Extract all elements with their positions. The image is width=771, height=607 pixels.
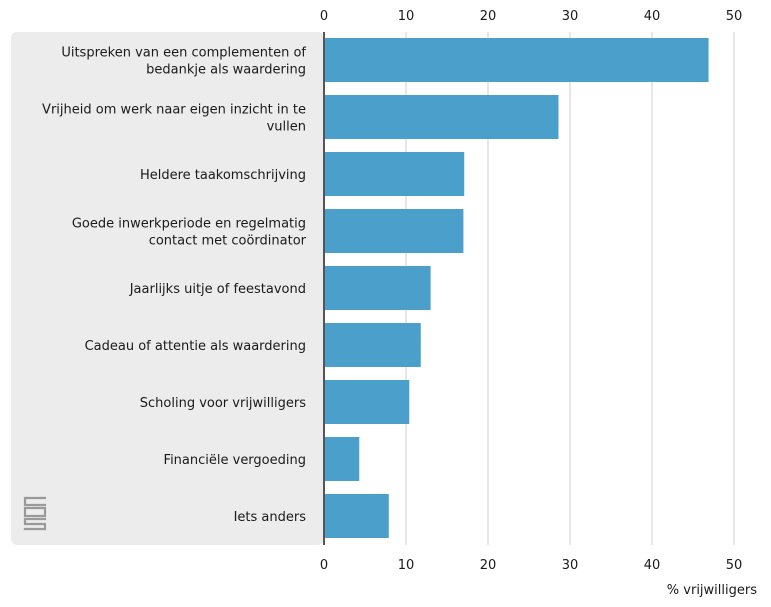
bar xyxy=(324,38,709,82)
bar xyxy=(324,95,559,139)
x-tick-label-bottom: 50 xyxy=(726,558,743,573)
category-label: Scholing voor vrijwilligers xyxy=(140,396,306,411)
x-tick-label-bottom: 10 xyxy=(398,558,415,573)
category-label: Financiële vergoeding xyxy=(164,453,306,468)
x-tick-label-top: 20 xyxy=(480,9,497,24)
x-tick-label-top: 10 xyxy=(398,9,415,24)
x-tick-label-top: 30 xyxy=(562,9,579,24)
x-tick-label-top: 50 xyxy=(726,9,743,24)
x-tick-label-bottom: 0 xyxy=(320,558,328,573)
category-panel xyxy=(11,32,324,545)
x-tick-label-top: 40 xyxy=(644,9,661,24)
category-label: Heldere taakomschrijving xyxy=(140,168,306,183)
bar xyxy=(324,266,431,310)
cbs-logo-icon xyxy=(23,496,47,531)
category-label: Vrijheid om werk naar eigen inzicht in t… xyxy=(42,103,306,135)
bar xyxy=(324,380,410,424)
category-label: Iets anders xyxy=(234,510,307,525)
top-tick-labels: 0 10 20 30 40 50 xyxy=(320,9,742,24)
category-label: Goede inwerkperiode en regelmatig contact… xyxy=(72,217,307,249)
x-tick-label-bottom: 40 xyxy=(644,558,661,573)
category-label: Jaarlijks uitje of feestavond xyxy=(129,282,306,297)
x-tick-label-bottom: 20 xyxy=(480,558,497,573)
bars xyxy=(324,38,709,538)
x-axis-title: % vrijwilligers xyxy=(667,583,757,598)
bar xyxy=(324,437,360,481)
bottom-tick-labels: 0 10 20 30 40 50 xyxy=(320,558,742,573)
bar xyxy=(324,494,389,538)
category-label: Cadeau of attentie als waardering xyxy=(85,339,306,354)
bar xyxy=(324,323,421,367)
category-label: Uitspreken van een complementen of bedank… xyxy=(61,46,306,78)
category-labels: Uitspreken van een complementen of bedank… xyxy=(42,46,307,526)
bar xyxy=(324,152,465,196)
x-tick-label-top: 0 xyxy=(320,9,328,24)
x-tick-label-bottom: 30 xyxy=(562,558,579,573)
bar xyxy=(324,209,464,253)
